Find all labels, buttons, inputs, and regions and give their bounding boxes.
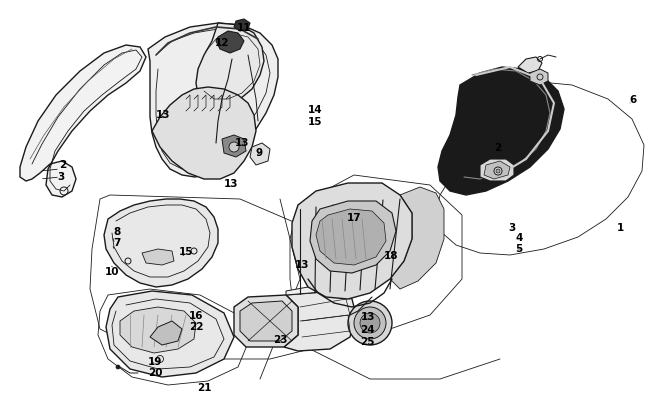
Polygon shape <box>250 144 270 166</box>
Text: 6: 6 <box>629 95 636 105</box>
Text: 18: 18 <box>384 250 398 260</box>
Text: 10: 10 <box>105 266 119 276</box>
Text: 11: 11 <box>237 23 252 33</box>
Polygon shape <box>310 202 396 273</box>
Text: 4: 4 <box>515 232 523 243</box>
Text: 14: 14 <box>307 105 322 115</box>
Text: 23: 23 <box>273 334 287 344</box>
Text: 5: 5 <box>515 243 523 254</box>
Circle shape <box>360 313 380 333</box>
Polygon shape <box>150 321 182 345</box>
Text: 21: 21 <box>197 382 211 392</box>
Polygon shape <box>152 88 256 179</box>
Polygon shape <box>480 160 514 181</box>
Circle shape <box>229 143 239 153</box>
Text: 13: 13 <box>156 110 170 120</box>
Text: 15: 15 <box>307 117 322 127</box>
Text: 13: 13 <box>235 138 249 148</box>
Polygon shape <box>216 32 244 54</box>
Text: 15: 15 <box>179 246 193 256</box>
Polygon shape <box>484 162 510 179</box>
Polygon shape <box>104 200 218 287</box>
Polygon shape <box>438 68 564 196</box>
Text: 9: 9 <box>255 148 263 158</box>
Text: 8: 8 <box>113 226 121 237</box>
Text: 3: 3 <box>57 172 64 181</box>
Polygon shape <box>120 307 196 353</box>
Polygon shape <box>222 136 246 158</box>
Polygon shape <box>148 24 278 177</box>
Text: 13: 13 <box>294 259 309 269</box>
Text: 16: 16 <box>188 310 203 320</box>
Polygon shape <box>518 58 542 74</box>
Text: 2: 2 <box>59 160 67 170</box>
Text: 3: 3 <box>508 222 515 232</box>
Polygon shape <box>390 188 444 289</box>
Text: 17: 17 <box>346 213 361 222</box>
Polygon shape <box>106 291 234 377</box>
Circle shape <box>354 307 386 339</box>
Text: 19: 19 <box>148 356 162 366</box>
Circle shape <box>496 170 500 174</box>
Text: 2: 2 <box>495 143 502 153</box>
Polygon shape <box>240 301 292 341</box>
Text: 25: 25 <box>359 336 374 346</box>
Polygon shape <box>292 183 412 299</box>
Polygon shape <box>234 20 250 32</box>
Polygon shape <box>298 196 408 297</box>
Polygon shape <box>142 249 174 265</box>
Circle shape <box>116 365 120 369</box>
Text: 13: 13 <box>361 311 375 321</box>
Polygon shape <box>286 287 352 299</box>
Polygon shape <box>284 291 356 351</box>
Text: 7: 7 <box>113 237 121 247</box>
Polygon shape <box>20 46 146 198</box>
Polygon shape <box>530 70 548 86</box>
Text: 1: 1 <box>616 222 623 232</box>
Text: 24: 24 <box>359 324 374 334</box>
Text: 12: 12 <box>214 38 229 48</box>
Text: 22: 22 <box>188 321 203 331</box>
Circle shape <box>494 168 502 175</box>
Polygon shape <box>234 295 298 347</box>
Polygon shape <box>316 209 386 265</box>
Text: 13: 13 <box>224 179 239 189</box>
Polygon shape <box>196 24 264 108</box>
Circle shape <box>348 301 392 345</box>
Text: 20: 20 <box>148 367 162 377</box>
